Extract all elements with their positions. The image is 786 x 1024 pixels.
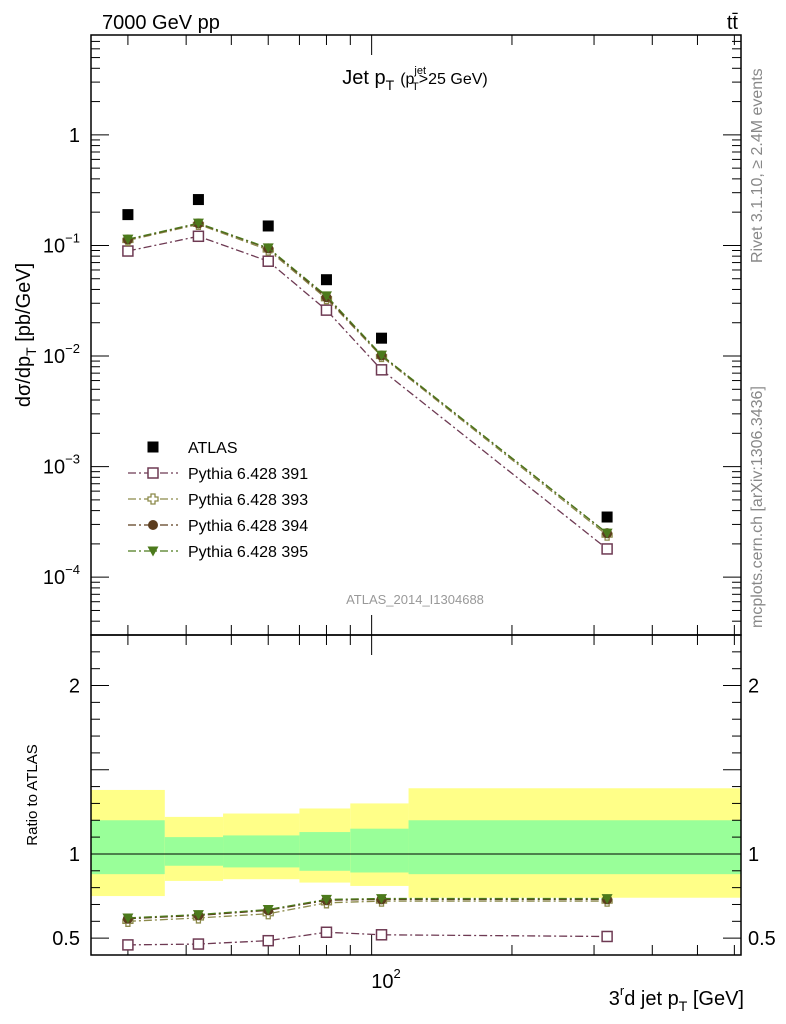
main-data-point — [320, 291, 332, 302]
main-data-point — [192, 218, 204, 229]
ratio-band-inner — [350, 828, 409, 873]
ratio-band-inner — [223, 835, 300, 868]
ratio-y-tick-labels: 2 2 1 1 0.5 0.5 — [52, 676, 776, 951]
main-data-point — [375, 364, 388, 376]
main-data-point — [601, 511, 613, 523]
main-series — [122, 194, 613, 555]
ratio-data-point — [375, 929, 388, 941]
legend: ATLAS Pythia 6.428 391 Pythia 6.428 393 Pyt… — [128, 440, 308, 561]
main-data-point — [192, 230, 205, 243]
main-series-line — [127, 222, 608, 534]
main-y-tick-label: 10−2 — [43, 341, 80, 368]
header-right: tt̄ — [727, 12, 739, 34]
ratio-band-inner — [408, 820, 741, 875]
ratio-data-point — [122, 939, 134, 951]
legend-marker — [148, 520, 158, 530]
ratio-data-point — [262, 934, 274, 947]
ratio-band-inner — [299, 832, 351, 871]
ratio-series-line — [127, 931, 608, 946]
main-y-label: dσ/dpT [pb/GeV] — [13, 263, 39, 407]
main-y-tick-label: 10−4 — [43, 562, 80, 589]
ratio-y-tick-label-left: 1 — [69, 844, 80, 866]
legend-marker — [147, 467, 159, 479]
main-series-line — [127, 223, 608, 536]
ratio-data-point — [320, 894, 332, 905]
main-data-point — [320, 304, 333, 316]
ratio-y-tick-label-right: 0.5 — [748, 928, 776, 950]
ratio-data-point — [262, 905, 274, 916]
main-data-point — [192, 194, 204, 206]
ratio-data-point — [601, 894, 613, 905]
main-y-tick-label: 1 — [69, 125, 80, 147]
legend-label: Pythia 6.428 395 — [188, 544, 308, 561]
legend-label: ATLAS — [188, 440, 238, 457]
analysis-watermark: ATLAS_2014_I1304688 — [346, 592, 484, 607]
ratio-frame — [90, 634, 742, 956]
ratio-data-point — [320, 926, 333, 939]
legend-label: Pythia 6.428 394 — [188, 518, 308, 535]
ratio-series — [122, 894, 613, 951]
ratio-y-label: Ratio to ATLAS — [24, 744, 41, 845]
legend-marker — [147, 441, 159, 453]
ratio-y-tick-label-right: 2 — [748, 676, 759, 698]
main-y-tick-labels: 1 10−1 10−2 10−3 10−4 — [43, 125, 80, 589]
ratio-band-inner — [91, 820, 165, 875]
main-data-point — [376, 332, 388, 344]
main-data-point — [262, 243, 274, 254]
legend-marker — [147, 546, 159, 557]
legend-label: Pythia 6.428 391 — [188, 466, 308, 483]
main-series-line — [127, 235, 608, 550]
ratio-y-tick-label-right: 1 — [748, 844, 759, 866]
ratio-y-tick-label-left: 2 — [69, 676, 80, 698]
main-data-point — [122, 234, 134, 245]
ratio-data-point — [192, 938, 205, 950]
ratio-series-line — [127, 897, 608, 919]
header-left: 7000 GeV pp — [102, 12, 220, 34]
main-data-point — [122, 245, 134, 257]
x-tick-label-100: 102 — [371, 966, 400, 993]
legend-marker — [147, 493, 159, 505]
main-data-point — [601, 543, 613, 555]
ratio-bands — [91, 788, 741, 898]
main-data-point — [262, 220, 274, 232]
main-y-tick-label: 10−1 — [43, 230, 80, 257]
ratio-band-inner — [164, 837, 224, 866]
ratio-axes — [91, 634, 741, 956]
main-panel: Jet pT (pjet T>25 GeV) dσ/dpT [pb/GeV] ATL… — [13, 34, 742, 636]
main-data-point — [320, 274, 332, 286]
main-data-point — [601, 528, 613, 539]
ratio-series-line — [127, 900, 608, 922]
main-title: Jet pT (pjet T>25 GeV) — [342, 65, 487, 93]
main-data-point — [376, 350, 388, 361]
main-series-line — [127, 222, 608, 534]
main-y-tick-label: 10−3 — [43, 452, 80, 479]
main-axes — [91, 34, 741, 636]
main-data-point — [262, 255, 274, 267]
mcplots-label: mcplots.cern.ch [arXiv:1306.3436] — [749, 386, 766, 628]
main-data-point — [122, 209, 134, 221]
ratio-data-point — [601, 930, 613, 943]
ratio-panel: 2 2 1 1 0.5 0.5 Ratio to ATLAS 102 3rd jet pT… — [24, 634, 776, 1014]
x-axis-label: 3rd jet pT [GeV] — [609, 983, 744, 1014]
rivet-label: Rivet 3.1.10, ≥ 2.4M events — [749, 68, 766, 263]
ratio-series-line — [127, 898, 608, 920]
ratio-data-point — [192, 910, 204, 921]
ratio-y-tick-label-left: 0.5 — [52, 928, 80, 950]
ratio-data-point — [376, 894, 388, 905]
ratio-data-point — [122, 913, 134, 924]
legend-label: Pythia 6.428 393 — [188, 492, 308, 509]
